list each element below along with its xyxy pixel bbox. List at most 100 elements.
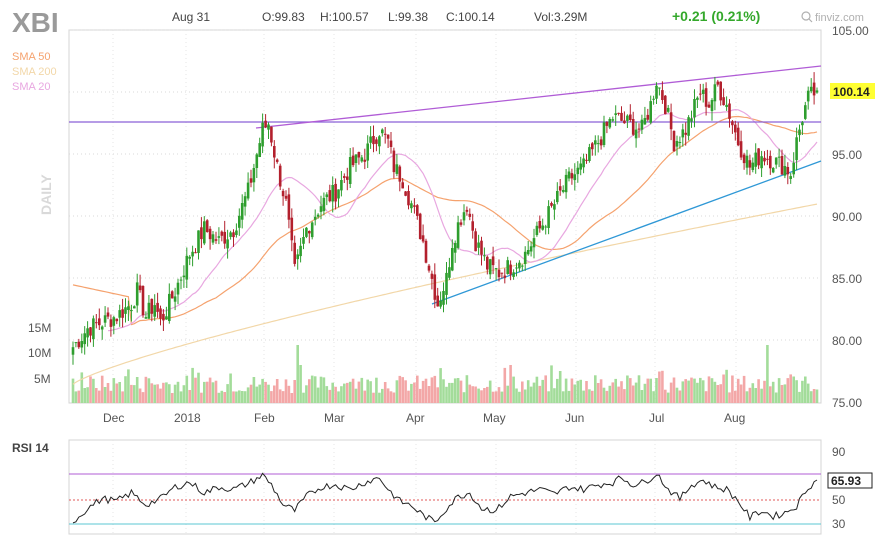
candle-body [611, 119, 615, 121]
volume-bar [77, 390, 81, 403]
volume-bar [74, 391, 78, 403]
volume-bar [739, 384, 743, 403]
last-price-tag [830, 83, 875, 99]
volume-bar [346, 382, 349, 403]
price-tick-label: 85.00 [832, 272, 862, 286]
volume-bar [200, 392, 203, 403]
candle-body [343, 176, 346, 178]
volume-bar [786, 378, 790, 403]
candle [319, 195, 323, 220]
candle [576, 161, 580, 183]
last-price-text: 100.14 [833, 85, 870, 99]
volume-bar [389, 391, 393, 403]
volume-bar [771, 381, 775, 403]
volume-bar [334, 386, 337, 403]
volume-bar [80, 372, 84, 403]
candle-body [617, 112, 620, 114]
candle [672, 130, 676, 152]
volume-bar [92, 378, 95, 403]
candle-body [281, 190, 285, 197]
volume-bar [103, 387, 107, 403]
volume-bar [238, 390, 241, 403]
candle-body [567, 171, 571, 179]
candle-body [681, 129, 685, 138]
candle-body [404, 191, 407, 196]
candle [395, 154, 399, 177]
candle-body [240, 203, 244, 220]
candle [144, 311, 148, 319]
candle-body [395, 164, 399, 174]
legend-sma20: SMA 20 [12, 81, 51, 93]
volume-bar [217, 392, 221, 403]
header-date: Aug 31 [172, 10, 210, 24]
candle [179, 276, 183, 290]
candle [521, 264, 524, 272]
volume-bar [191, 367, 194, 403]
candle [728, 99, 731, 128]
volume-bar [795, 380, 798, 403]
candle-body [80, 341, 84, 348]
candle [812, 72, 816, 105]
brand-icon [801, 11, 811, 21]
rsi-gridlines [112, 440, 737, 534]
volume-bar [669, 382, 673, 403]
candle [340, 171, 343, 197]
candle-body [649, 101, 652, 123]
volume-bar [731, 375, 734, 403]
volume-bar [194, 377, 197, 403]
candle-body [661, 90, 664, 100]
candle-body [168, 293, 171, 321]
candle [217, 227, 221, 245]
volume-bar [436, 387, 439, 403]
candle [71, 341, 75, 365]
candle-body [804, 105, 807, 119]
candle-body [296, 254, 299, 260]
candle-body [439, 300, 442, 307]
candle-body [631, 119, 635, 135]
candle [214, 231, 218, 244]
candle [713, 76, 717, 111]
candle [526, 241, 530, 256]
candle [567, 167, 571, 182]
price-axis: 105.00 95.00 90.00 85.00 80.00 75.00 [832, 24, 869, 410]
candle [544, 224, 547, 235]
candle [456, 215, 460, 250]
candle-body [290, 217, 294, 241]
candle-body [477, 242, 480, 248]
candle [436, 287, 439, 307]
month-label: Mar [324, 411, 345, 425]
candle [611, 116, 615, 123]
candle-body [351, 155, 355, 166]
candle [518, 260, 521, 273]
candle [445, 262, 448, 305]
candle [631, 111, 635, 136]
volume-bar [407, 390, 410, 403]
candle [334, 178, 337, 210]
candle [275, 158, 279, 164]
volume-bar [416, 375, 419, 403]
volume-bar [147, 378, 151, 403]
volume-bar [462, 392, 466, 403]
candle-body [701, 89, 705, 94]
candle [83, 326, 86, 355]
volume-bar [203, 381, 206, 403]
candle-body [626, 115, 629, 121]
candle [421, 224, 425, 244]
candle [223, 220, 226, 249]
candle [95, 314, 98, 329]
candle [416, 204, 419, 220]
candle [173, 287, 177, 311]
candle [386, 134, 390, 148]
candle [185, 247, 189, 288]
candle-body [191, 251, 194, 257]
volume-bar [681, 381, 685, 403]
volume-bar [529, 386, 533, 403]
candle-body [220, 231, 224, 236]
brand-logo[interactable]: finviz.com [801, 11, 864, 24]
volume-bar [188, 390, 191, 403]
volume-bar [506, 385, 509, 403]
candle [243, 191, 247, 216]
candle [103, 306, 107, 327]
candle-body [465, 209, 469, 212]
candle-body [360, 157, 364, 162]
